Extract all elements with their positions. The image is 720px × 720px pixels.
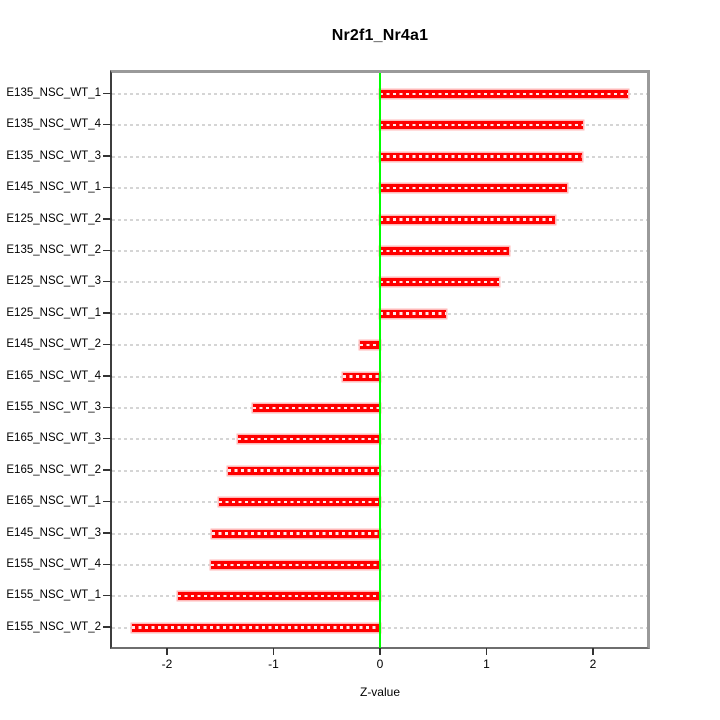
zero-reference-line	[379, 73, 381, 648]
bar	[131, 623, 380, 632]
bar-center-dash	[219, 500, 380, 504]
bar	[211, 529, 380, 538]
y-tick	[103, 532, 112, 534]
bar-center-dash	[380, 123, 584, 127]
y-tick	[103, 375, 112, 377]
x-tick	[166, 648, 168, 655]
x-tick-label: 0	[376, 657, 384, 671]
x-axis-title: Z-value	[359, 685, 400, 699]
y-tick-label: E155_NSC_WT_3	[6, 401, 101, 413]
bar	[380, 309, 447, 318]
bar-center-dash	[227, 469, 380, 472]
bar-center-dash	[359, 343, 380, 347]
bar-center-dash	[380, 280, 500, 284]
y-tick-label: E135_NSC_WT_1	[6, 87, 101, 99]
y-tick-label: E145_NSC_WT_3	[6, 526, 101, 539]
y-tick	[103, 312, 112, 314]
y-tick-label: E165_NSC_WT_4	[6, 369, 101, 382]
bar-center-dash	[380, 186, 568, 190]
bar	[342, 372, 380, 381]
bar	[380, 184, 568, 193]
bar-center-dash	[380, 155, 583, 158]
y-tick-label: E165_NSC_WT_2	[6, 463, 101, 476]
bar-center-dash	[380, 249, 509, 252]
bar	[227, 466, 380, 475]
y-tick	[103, 343, 112, 346]
y-tick	[103, 280, 112, 283]
x-tick-label: -2	[161, 657, 173, 671]
x-tick	[592, 648, 594, 655]
bar-center-dash	[210, 563, 380, 566]
y-tick	[103, 469, 112, 471]
y-tick-label: E165_NSC_WT_1	[6, 495, 101, 508]
bar	[380, 152, 583, 161]
x-tick	[379, 648, 381, 655]
plot-panel	[110, 70, 650, 649]
y-tick	[103, 500, 112, 503]
bar	[359, 341, 380, 350]
bar-center-dash	[380, 92, 629, 95]
y-tick	[103, 155, 112, 157]
y-tick-label: E135_NSC_WT_4	[6, 118, 101, 131]
y-tick	[103, 406, 112, 408]
y-tick-label: E155_NSC_WT_4	[6, 558, 101, 570]
y-tick	[103, 437, 112, 440]
x-tick-label: 1	[483, 657, 490, 671]
bar	[380, 121, 584, 130]
y-tick-label: E135_NSC_WT_2	[6, 244, 101, 256]
x-tick-label: -1	[268, 657, 279, 671]
y-tick-label: E155_NSC_WT_2	[6, 620, 101, 633]
y-tick	[103, 249, 112, 251]
bar	[219, 498, 380, 507]
bar	[238, 435, 380, 444]
bar-center-dash	[380, 312, 447, 315]
y-tick-label: E125_NSC_WT_1	[6, 306, 101, 319]
y-tick	[103, 186, 112, 189]
bar-center-dash	[238, 437, 380, 441]
bar	[380, 278, 500, 287]
bar	[380, 90, 629, 98]
y-tick-label: E145_NSC_WT_1	[6, 181, 101, 194]
bar-center-dash	[253, 406, 380, 409]
y-tick	[103, 218, 112, 220]
bar-center-dash	[177, 594, 380, 598]
y-tick	[103, 626, 112, 628]
y-tick-label: E165_NSC_WT_3	[6, 432, 101, 445]
y-tick-label: E155_NSC_WT_1	[6, 589, 101, 602]
bar	[210, 561, 380, 569]
y-tick-label: E125_NSC_WT_2	[6, 212, 101, 225]
x-tick	[485, 648, 488, 655]
chart-title: Nr2f1_Nr4a1	[331, 27, 429, 44]
y-tick	[103, 594, 112, 597]
bar	[177, 592, 380, 601]
y-tick	[103, 563, 112, 565]
y-tick	[103, 123, 112, 126]
x-tick-label: 2	[589, 657, 597, 671]
y-tick-label: E135_NSC_WT_3	[6, 149, 101, 162]
bar-center-dash	[211, 532, 380, 535]
bar	[253, 404, 380, 412]
y-tick	[103, 92, 112, 94]
y-tick-label: E125_NSC_WT_3	[6, 275, 101, 288]
bar-center-dash	[131, 626, 380, 629]
bar	[380, 247, 509, 255]
bar-center-dash	[342, 375, 380, 378]
x-tick	[272, 648, 275, 655]
y-tick-label: E145_NSC_WT_2	[6, 338, 101, 351]
bar	[380, 215, 555, 224]
bar-center-dash	[380, 218, 555, 221]
